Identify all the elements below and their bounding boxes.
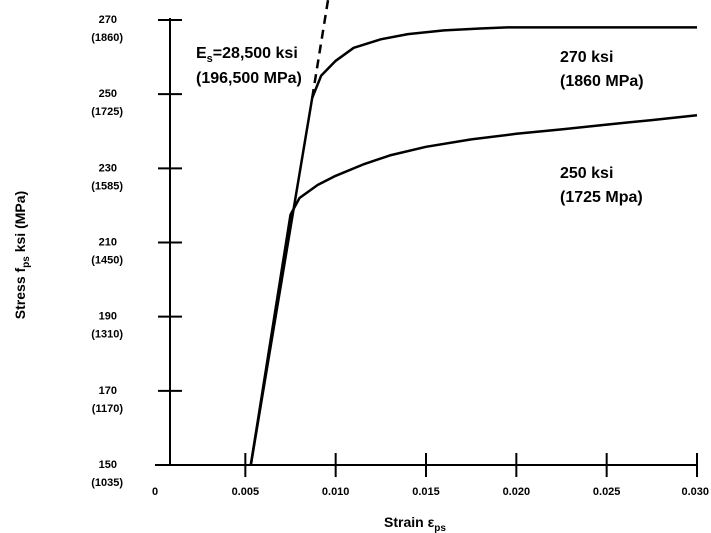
modulus-annotation: (196,500 MPa) <box>196 70 302 87</box>
y-tick-label: 210 <box>99 237 117 249</box>
y-tick-label: 230 <box>99 162 117 174</box>
x-tick-label: 0.030 <box>681 486 709 498</box>
y-ticks: 150 (1035) 170 (1170) 190 (1310) 210 (1450) 230 (… <box>91 14 182 489</box>
y-tick-label: 270 <box>99 14 117 26</box>
y-tick-sublabel: (1725) <box>91 106 123 118</box>
y-tick-sublabel: (1170) <box>92 403 124 415</box>
y-tick-sublabel: (1035) <box>91 477 123 489</box>
y-tick-sublabel: (1310) <box>91 329 123 341</box>
x-tick-label: 0 <box>152 486 158 498</box>
y-tick-label: 170 <box>99 385 117 397</box>
y-axis-label: Stress fps ksi (MPa) <box>12 191 32 319</box>
modulus-annotation: Es=28,500 ksi <box>196 45 298 65</box>
curves <box>249 0 698 466</box>
x-tick-label: 0.020 <box>503 486 531 498</box>
x-tick-label: 0.025 <box>593 486 621 498</box>
annotations: 270 ksi (1860 MPa) 250 ksi (1725 Mpa) Es=28,… <box>196 45 644 206</box>
y-tick-label: 150 <box>99 459 117 471</box>
x-tick-label: 0.015 <box>412 486 440 498</box>
series-label-2: 250 ksi <box>560 165 613 182</box>
series-curve-1 <box>249 26 697 466</box>
x-axis-label: Strain εps <box>384 514 446 533</box>
x-tick-label: 0.005 <box>232 486 260 498</box>
y-tick-label: 250 <box>99 88 117 100</box>
series-label-2: (1725 Mpa) <box>560 189 643 206</box>
x-ticks: 0 0.005 0.010 0.015 0.020 0.025 0.030 <box>152 453 709 498</box>
y-tick-label: 190 <box>99 311 117 323</box>
tangent-dashed-line <box>310 0 330 99</box>
series-label-1: (1860 MPa) <box>560 73 644 90</box>
y-tick-sublabel: (1860) <box>91 32 123 44</box>
y-tick-sublabel: (1450) <box>91 255 123 267</box>
y-tick-sublabel: (1585) <box>91 180 123 192</box>
x-tick-label: 0.010 <box>322 486 350 498</box>
series-label-1: 270 ksi <box>560 49 613 66</box>
series-curve-2 <box>249 114 698 466</box>
